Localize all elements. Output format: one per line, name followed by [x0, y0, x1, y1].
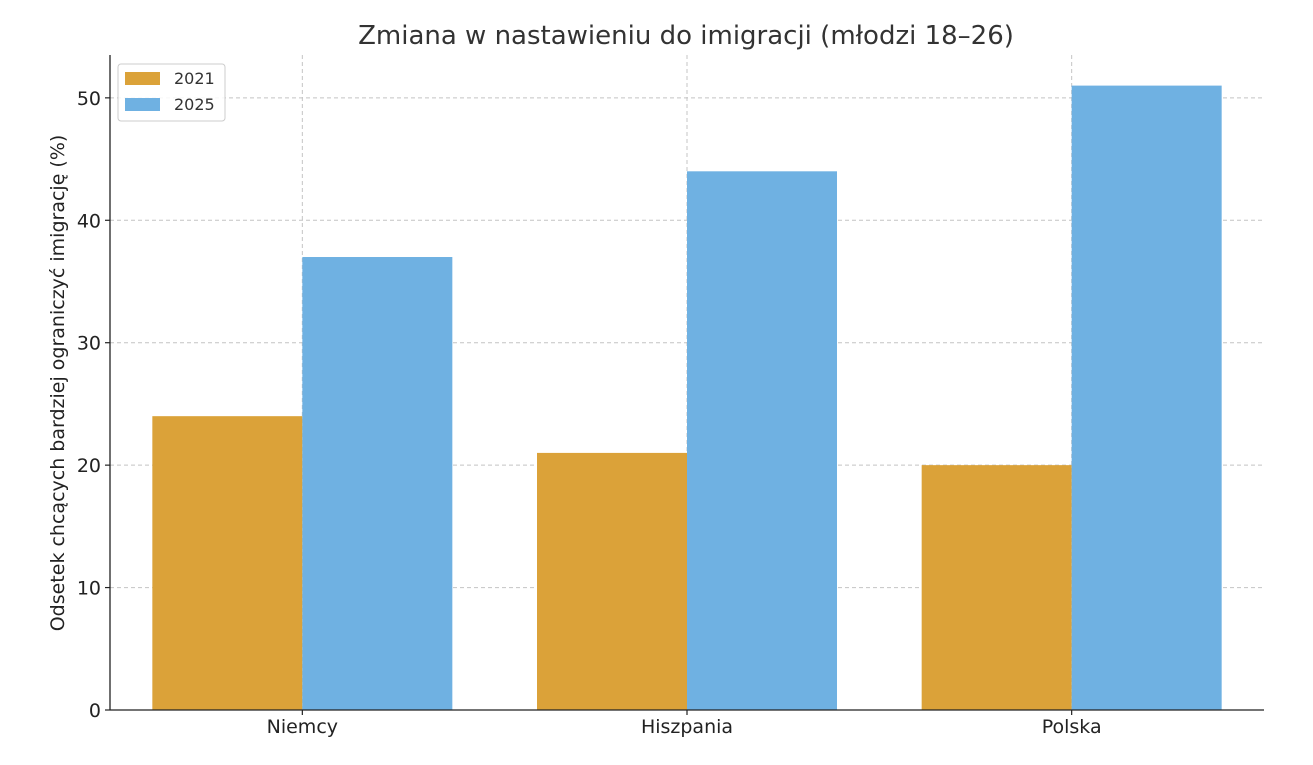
bar-2025-Hiszpania [687, 171, 837, 710]
bar-2025-Niemcy [302, 257, 453, 710]
x-tick-label-Niemcy: Niemcy [267, 716, 338, 738]
y-tick-label-0: 0 [89, 700, 101, 722]
bar-2021-Niemcy [152, 416, 303, 710]
y-ticks: 0 10 20 30 40 50 [77, 88, 110, 722]
y-tick-label-20: 20 [77, 455, 101, 477]
y-tick-label-50: 50 [77, 88, 101, 110]
x-ticks: Niemcy Hiszpania Polska [267, 710, 1102, 738]
x-tick-label-Hiszpania: Hiszpania [641, 716, 733, 738]
y-tick-label-30: 30 [77, 333, 101, 355]
bars [152, 85, 1222, 710]
bar-2025-Polska [1071, 85, 1222, 710]
legend-swatch-2025 [125, 98, 160, 111]
legend-label-2021: 2021 [174, 69, 215, 88]
legend-label-2025: 2025 [174, 95, 215, 114]
chart-title: Zmiana w nastawieniu do imigracji (młodz… [358, 21, 1014, 51]
legend: 2021 2025 [117, 63, 226, 122]
y-axis-label: Odsetek chcących bardziej ograniczyć imi… [47, 135, 69, 632]
y-tick-label-40: 40 [77, 210, 101, 232]
legend-swatch-2021 [125, 72, 160, 85]
x-tick-label-Polska: Polska [1042, 716, 1102, 738]
bar-2021-Polska [921, 465, 1072, 710]
bar-2021-Hiszpania [537, 452, 687, 710]
y-tick-label-10: 10 [77, 578, 101, 600]
